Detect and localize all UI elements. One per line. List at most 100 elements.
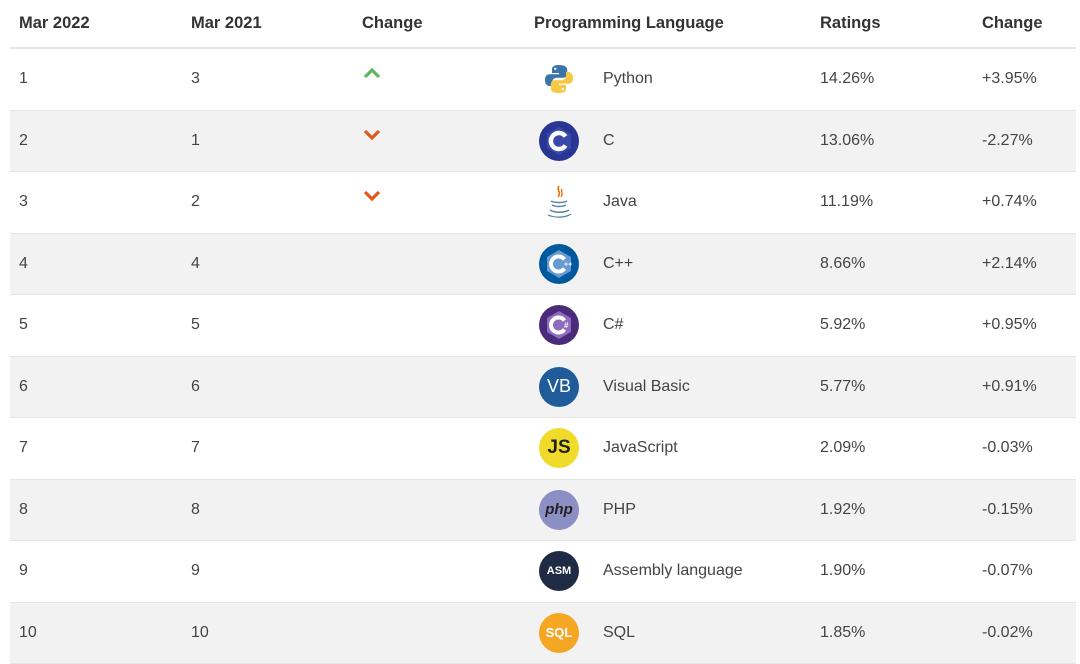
java-icon — [539, 182, 579, 222]
rating-value: 14.26% — [820, 70, 875, 88]
language-cell: JS JavaScript — [525, 428, 811, 469]
rank-2022: 8 — [19, 500, 28, 518]
table-row: 5 5 # C# 5.92% +0.95% — [10, 295, 1076, 357]
rank-2021: 10 — [191, 623, 209, 641]
visual-basic-icon: VB — [539, 366, 579, 407]
rank-2022: 10 — [19, 623, 37, 641]
language-cell: VB Visual Basic — [525, 366, 811, 407]
chevron-down-icon — [362, 128, 392, 148]
rank-2022: 1 — [19, 70, 28, 88]
rank-2021: 4 — [191, 254, 200, 272]
rating-value: 11.19% — [820, 193, 874, 211]
rating-change: +0.95% — [982, 316, 1037, 334]
php-icon: php — [539, 489, 579, 530]
header-mar-2021[interactable]: Mar 2021 — [191, 14, 262, 32]
logo-text: JS — [547, 437, 571, 459]
rating-change: -0.03% — [982, 439, 1033, 457]
header-ratings[interactable]: Ratings — [820, 14, 881, 32]
language-name[interactable]: Python — [603, 70, 653, 88]
rank-2021: 1 — [191, 131, 200, 149]
rating-change: -0.02% — [982, 623, 1033, 641]
rank-2022: 7 — [19, 439, 28, 457]
language-cell: Java — [525, 182, 811, 222]
rating-change: +0.74% — [982, 193, 1037, 211]
svg-text:#: # — [564, 321, 569, 330]
rank-2022: 4 — [19, 254, 28, 272]
rank-2021: 7 — [191, 439, 200, 457]
sql-icon: SQL — [539, 612, 579, 653]
rating-change: -2.27% — [982, 131, 1033, 149]
chevron-down-icon — [362, 189, 392, 209]
header-programming-language[interactable]: Programming Language — [534, 14, 724, 32]
language-name[interactable]: JavaScript — [603, 439, 678, 457]
rating-change: +2.14% — [982, 254, 1037, 272]
rating-value: 1.85% — [820, 623, 866, 641]
rank-2021: 6 — [191, 377, 200, 395]
rank-2021: 9 — [191, 562, 200, 580]
trend-cell — [353, 66, 525, 89]
language-name[interactable]: C++ — [603, 254, 634, 272]
trend-cell — [353, 128, 525, 151]
table-row: 9 9 ASM Assembly language 1.90% -0.07% — [10, 541, 1076, 603]
header-mar-2022[interactable]: Mar 2022 — [19, 14, 90, 32]
table-row: 7 7 JS JavaScript 2.09% -0.03% — [10, 418, 1076, 480]
cpp-icon: ++ — [539, 243, 579, 284]
python-icon — [539, 59, 579, 99]
rating-value: 5.77% — [820, 377, 866, 395]
rank-2021: 5 — [191, 316, 200, 334]
table-row: 10 10 SQL SQL 1.85% -0.02% — [10, 602, 1076, 664]
language-cell: # C# — [525, 305, 811, 346]
language-name[interactable]: PHP — [603, 500, 636, 518]
javascript-icon: JS — [539, 428, 579, 469]
rating-change: +3.95% — [982, 70, 1037, 88]
table-header: Mar 2022 Mar 2021 Change Programming Lan… — [10, 0, 1076, 49]
rank-2022: 2 — [19, 131, 28, 149]
header-change-percent[interactable]: Change — [982, 14, 1043, 32]
assembly-icon: ASM — [539, 551, 579, 592]
language-cell: Python — [525, 59, 811, 99]
table-row: 8 8 php PHP 1.92% -0.15% — [10, 479, 1076, 541]
logo-text: ASM — [546, 565, 572, 578]
language-name[interactable]: Assembly language — [603, 562, 743, 580]
rating-change: -0.15% — [982, 500, 1033, 518]
language-name[interactable]: C — [603, 131, 615, 149]
rank-2022: 5 — [19, 316, 28, 334]
language-cell: ++ C++ — [525, 243, 811, 284]
trend-cell — [353, 189, 525, 212]
language-cell: php PHP — [525, 489, 811, 530]
rating-value: 8.66% — [820, 254, 866, 272]
table-row: 6 6 VB Visual Basic 5.77% +0.91% — [10, 356, 1076, 418]
language-cell: SQL SQL — [525, 612, 811, 653]
ranking-table: Mar 2022 Mar 2021 Change Programming Lan… — [10, 0, 1076, 664]
rating-change: -0.07% — [982, 562, 1033, 580]
csharp-icon: # — [539, 305, 579, 346]
rating-value: 13.06% — [820, 131, 875, 149]
rank-2021: 8 — [191, 500, 200, 518]
language-name[interactable]: SQL — [603, 623, 636, 641]
table-row: 4 4 ++ C++ 8.66% +2.14% — [10, 233, 1076, 295]
rating-value: 1.92% — [820, 500, 866, 518]
header-change[interactable]: Change — [362, 14, 423, 32]
table-row: 1 3 Python 14.26% +3.95% — [10, 49, 1076, 111]
rank-2021: 2 — [191, 193, 200, 211]
language-name[interactable]: Visual Basic — [603, 377, 690, 395]
rating-change: +0.91% — [982, 377, 1037, 395]
logo-text: php — [545, 501, 573, 519]
language-name[interactable]: C# — [603, 316, 624, 334]
language-cell: C — [525, 120, 811, 161]
language-cell: ASM Assembly language — [525, 551, 811, 592]
c-icon — [539, 120, 579, 161]
logo-text: SQL — [545, 625, 573, 641]
rank-2022: 9 — [19, 562, 28, 580]
rank-2022: 6 — [19, 377, 28, 395]
rating-value: 1.90% — [820, 562, 866, 580]
table-row: 3 2 Java 11.19% +0.74% — [10, 172, 1076, 234]
rank-2021: 3 — [191, 70, 200, 88]
rating-value: 2.09% — [820, 439, 866, 457]
rating-value: 5.92% — [820, 316, 866, 334]
svg-text:++: ++ — [564, 261, 572, 268]
table-row: 2 1 C 13.06% -2.27% — [10, 110, 1076, 172]
chevron-up-icon — [362, 66, 392, 86]
language-name[interactable]: Java — [603, 193, 637, 211]
rank-2022: 3 — [19, 193, 28, 211]
